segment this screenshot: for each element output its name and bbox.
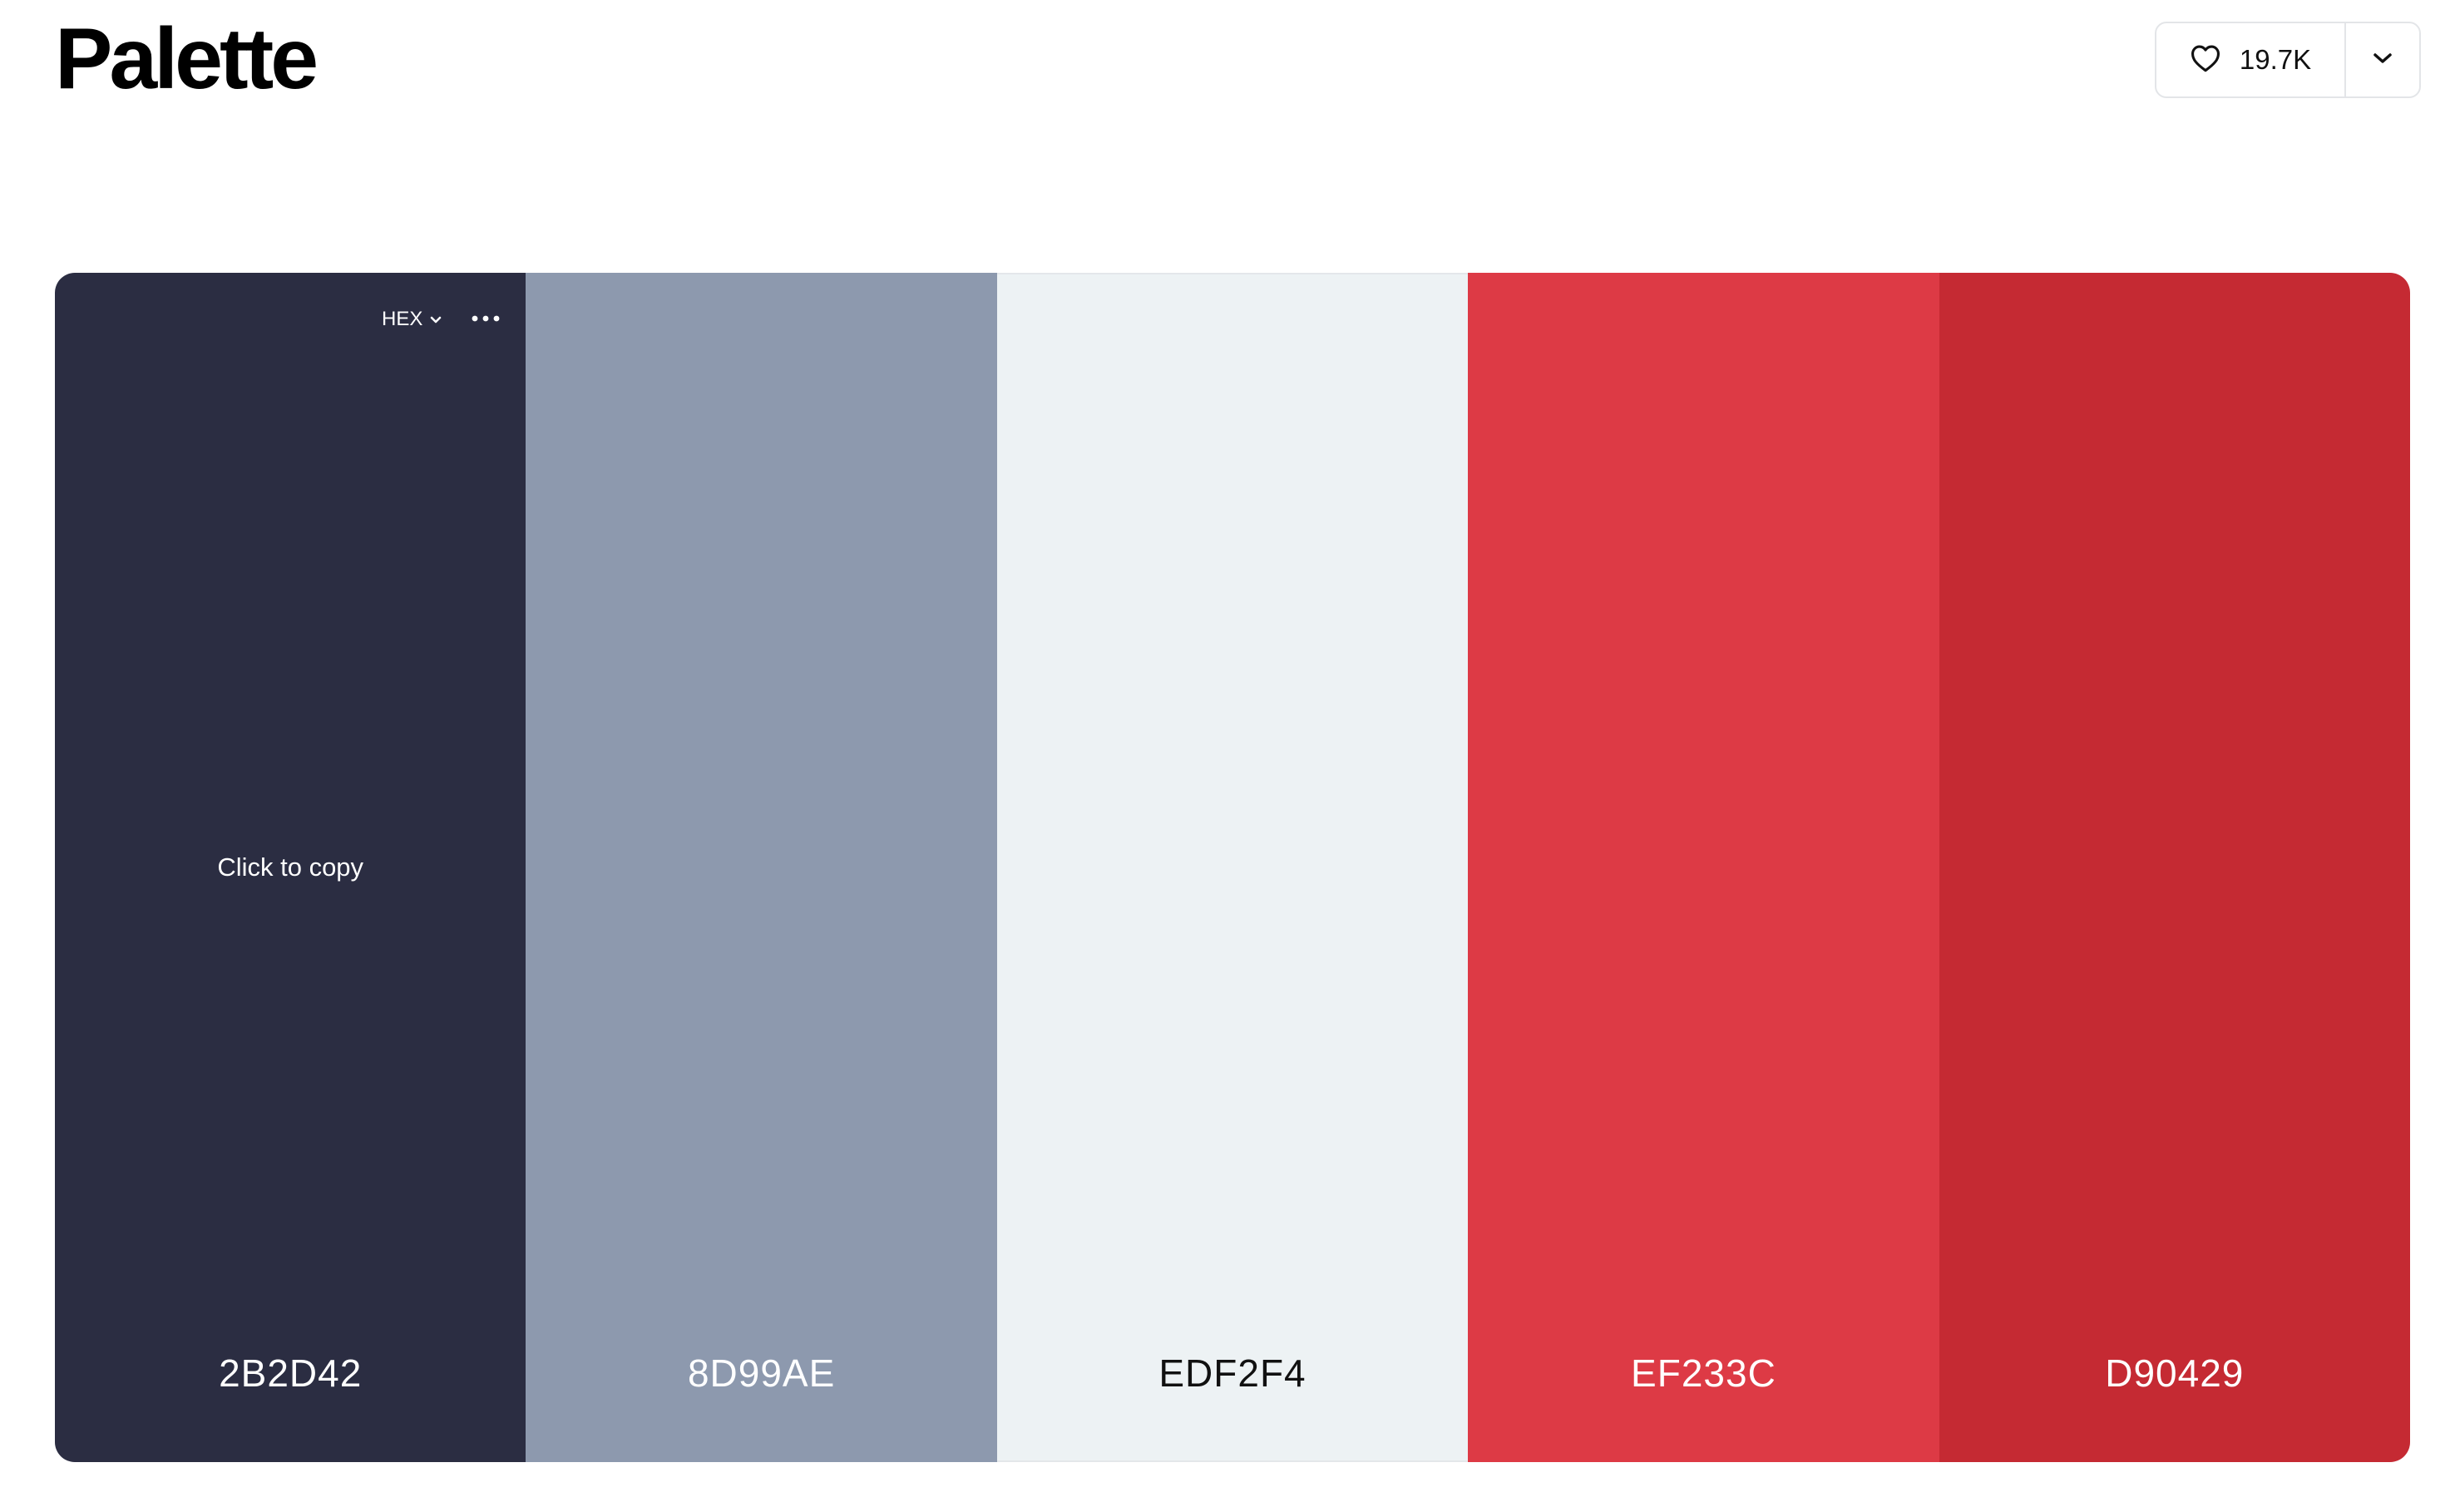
swatch-toolbar: HEX [382, 308, 504, 331]
hex-code: 8D99AE [687, 1351, 836, 1395]
color-swatch[interactable]: D90429 [1939, 273, 2410, 1462]
page-title: Palette [55, 11, 319, 107]
swatch-more-button[interactable] [467, 309, 504, 330]
hex-code: 2B2D42 [219, 1351, 363, 1395]
heart-icon [2190, 44, 2221, 77]
like-button-group: 19.7K [2155, 22, 2421, 98]
more-horizontal-icon [471, 312, 501, 327]
color-swatch[interactable]: EF233C [1468, 273, 1939, 1462]
color-swatch[interactable]: 8D99AE [526, 273, 997, 1462]
hex-code: EDF2F4 [1158, 1351, 1307, 1395]
chevron-down-icon [429, 308, 442, 331]
copy-hint: Click to copy [217, 852, 364, 882]
color-format-select[interactable]: HEX [382, 308, 442, 331]
palette-swatches: HEX [55, 273, 2410, 1462]
chevron-down-icon [2372, 52, 2393, 69]
like-count: 19.7K [2239, 44, 2312, 75]
hex-code: EF233C [1631, 1351, 1776, 1395]
color-swatch[interactable]: HEX [55, 273, 526, 1462]
like-button[interactable]: 19.7K [2156, 23, 2346, 96]
hex-code: D90429 [2105, 1351, 2245, 1395]
color-format-label: HEX [382, 308, 423, 330]
more-options-dropdown-button[interactable] [2346, 23, 2419, 96]
color-swatch[interactable]: EDF2F4 [996, 273, 1469, 1462]
